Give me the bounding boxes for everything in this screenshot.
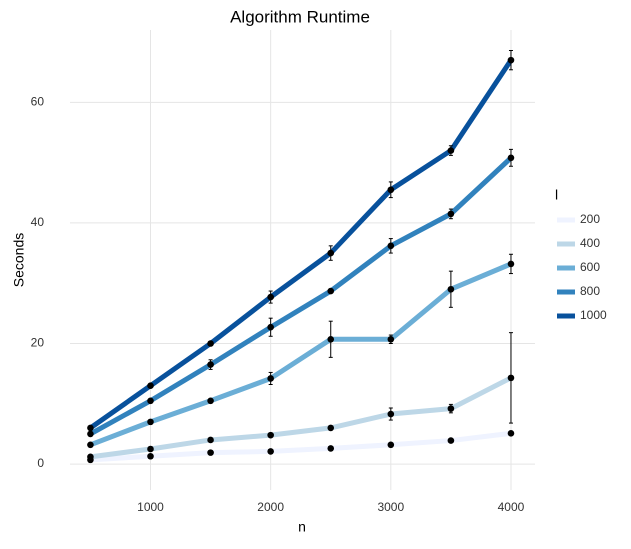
point xyxy=(207,340,214,347)
x-axis-label: n xyxy=(298,519,306,535)
point xyxy=(147,445,154,453)
point xyxy=(507,56,515,64)
point xyxy=(147,418,154,426)
point xyxy=(507,154,515,162)
point xyxy=(267,293,274,301)
point xyxy=(327,249,335,257)
y-tick-label: 20 xyxy=(31,336,45,350)
x-tick-label: 3000 xyxy=(377,500,404,514)
point xyxy=(507,430,515,437)
x-tick-label: 4000 xyxy=(498,500,525,514)
legend-label: 800 xyxy=(580,284,600,298)
chart-title: Algorithm Runtime xyxy=(230,7,370,26)
point xyxy=(447,437,455,444)
legend-label: 400 xyxy=(580,236,600,250)
point xyxy=(327,335,335,343)
point xyxy=(87,441,94,449)
legend-label: 600 xyxy=(580,260,600,274)
legend-label: 200 xyxy=(580,212,600,226)
point xyxy=(87,453,94,461)
point xyxy=(327,445,335,452)
point xyxy=(207,449,214,456)
point xyxy=(387,441,395,449)
point xyxy=(87,430,94,438)
point xyxy=(147,452,154,460)
point xyxy=(447,210,455,218)
point xyxy=(327,287,335,295)
point xyxy=(207,397,214,405)
x-tick-label: 2000 xyxy=(257,500,284,514)
point xyxy=(87,424,94,432)
point xyxy=(507,260,515,268)
point xyxy=(267,448,274,455)
x-tick-label: 1000 xyxy=(137,500,164,514)
series-line xyxy=(88,58,514,430)
y-tick-label: 0 xyxy=(37,456,44,470)
legend-title: l xyxy=(555,187,558,203)
point xyxy=(507,374,515,382)
point xyxy=(207,436,214,444)
series-line xyxy=(90,430,512,463)
y-tick-label: 60 xyxy=(31,95,45,109)
series-line xyxy=(89,155,513,437)
point xyxy=(147,382,154,390)
point xyxy=(387,335,395,343)
y-tick-label: 40 xyxy=(31,215,45,229)
point xyxy=(327,424,335,432)
point xyxy=(447,285,455,293)
point xyxy=(387,186,395,194)
point xyxy=(267,323,274,331)
point xyxy=(387,410,395,418)
y-axis-label: Seconds xyxy=(11,233,27,287)
point xyxy=(447,147,455,154)
point xyxy=(267,375,274,382)
point xyxy=(447,405,455,412)
point xyxy=(387,242,395,250)
point xyxy=(207,361,214,368)
series-line xyxy=(90,375,513,460)
point xyxy=(267,431,274,439)
legend-label: 1000 xyxy=(580,308,607,322)
series-line xyxy=(89,261,512,448)
point xyxy=(147,397,154,405)
